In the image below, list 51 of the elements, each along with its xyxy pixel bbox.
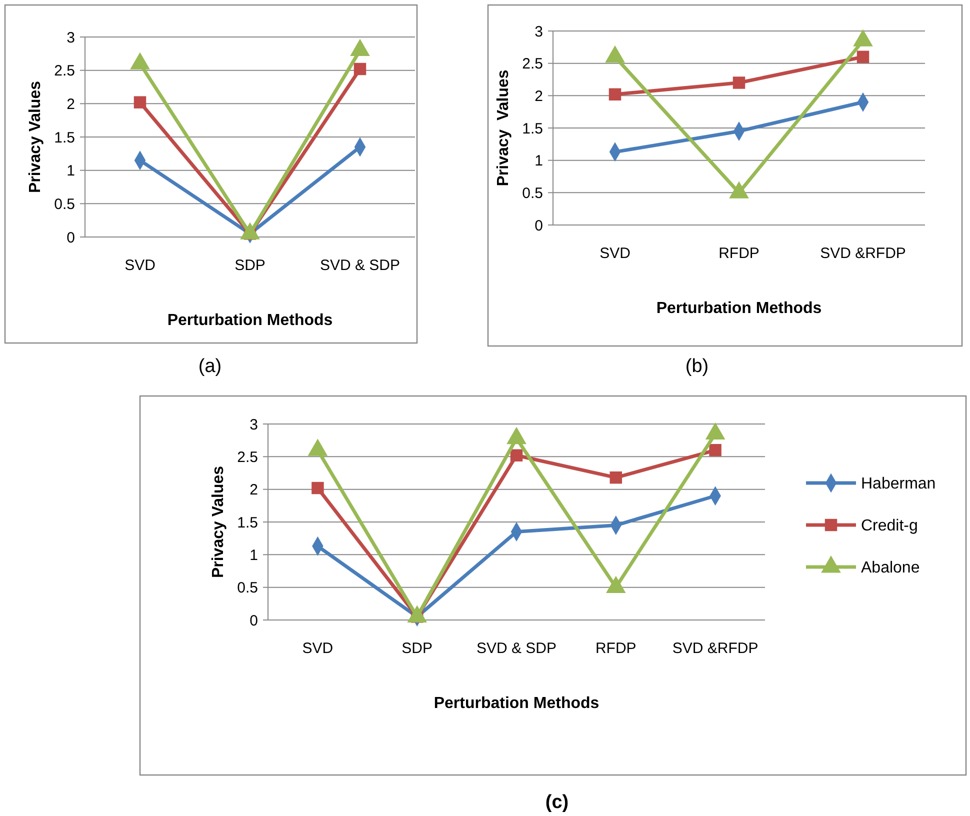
legend-label: Credit-g: [861, 518, 918, 535]
x-tick-label: SVD &RFDP: [672, 640, 758, 657]
point: [610, 471, 622, 484]
y-tick-label: 3: [534, 23, 543, 40]
y-tick-label: 1: [250, 546, 258, 564]
y-tick-label: 0: [66, 229, 75, 246]
y-tick-label: 1: [534, 152, 543, 170]
y-axis-title: Privacy Values: [27, 80, 44, 194]
y-tick-label: 0: [534, 217, 543, 234]
y-tick-label: 2: [250, 482, 258, 499]
y-tick-label: 0.5: [54, 196, 75, 213]
x-axis-title: Perturbation Methods: [434, 695, 600, 712]
y-tick-label: 3: [66, 29, 75, 46]
legend-label: Abalone: [861, 560, 920, 577]
y-tick-label: 2.5: [237, 448, 258, 466]
x-tick-label: RFDP: [718, 245, 760, 262]
y-tick-label: 1: [66, 162, 75, 180]
y-tick-label: 3: [250, 416, 258, 434]
y-tick-label: 1.5: [54, 129, 75, 146]
y-tick-label: 2: [534, 88, 543, 105]
text: (a): [198, 356, 222, 377]
point: [732, 76, 746, 89]
y-tick-label: 2.5: [54, 62, 75, 80]
point: [856, 50, 870, 63]
text: (c): [545, 792, 569, 813]
x-tick-label: SVD & SDP: [476, 640, 557, 657]
legend-label: Haberman: [861, 476, 936, 493]
x-tick-label: SVD &RFDP: [820, 245, 906, 262]
y-axis-title: Privacy Values: [495, 70, 512, 186]
y-tick-label: 2: [66, 96, 75, 113]
y-tick-label: 0: [250, 612, 258, 630]
x-tick-label: SVD & SDP: [320, 257, 400, 274]
x-tick-label: RFDP: [595, 640, 636, 657]
y-tick-label: 1.5: [522, 120, 543, 138]
point: [312, 482, 324, 494]
point: [608, 88, 622, 100]
x-tick-label: SVD: [302, 640, 334, 657]
point: [510, 449, 523, 462]
x-axis-title: Perturbation Methods: [167, 312, 333, 329]
x-tick-label: SDP: [402, 640, 433, 657]
text: (b): [685, 356, 709, 377]
y-tick-label: 2.5: [522, 56, 543, 73]
y-axis-title: Privacy Values: [210, 466, 227, 578]
point: [709, 444, 722, 456]
x-tick-label: SVD: [124, 257, 156, 274]
x-tick-label: SDP: [234, 257, 266, 274]
x-tick-label: SVD: [600, 245, 631, 262]
y-tick-label: 0.5: [237, 580, 258, 597]
x-axis-title: Perturbation Methods: [656, 300, 822, 317]
y-tick-label: 1.5: [237, 514, 258, 532]
y-tick-label: 0.5: [522, 184, 543, 202]
